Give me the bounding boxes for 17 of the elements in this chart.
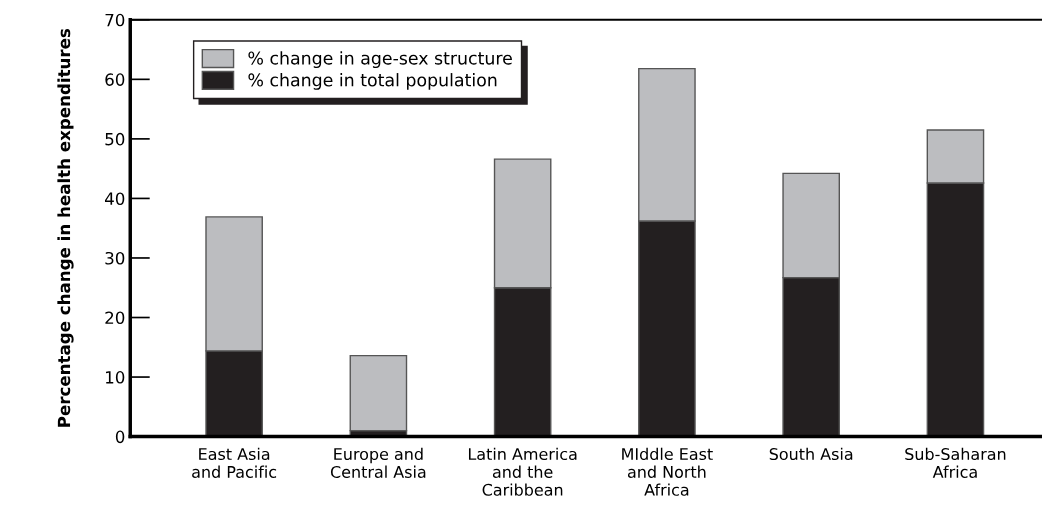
x-tick-label: Europe and Central Asia: [330, 447, 426, 478]
y-tick-label: 50: [105, 132, 125, 146]
y-tick-label: 60: [105, 73, 125, 86]
x-tick-label: South Asia: [769, 447, 853, 461]
y-tick-label: 30: [105, 251, 125, 265]
y-tick-label: 70: [105, 13, 125, 27]
y-tick-label: 10: [106, 371, 125, 384]
legend-label: % change in age-sex structure: [248, 51, 512, 69]
legend-label: % change in total population: [248, 73, 497, 90]
y-axis-title: Percentage change in health expenditures: [57, 28, 74, 427]
x-tick-label: East Asia and Pacific: [192, 447, 277, 478]
y-tick-label: 0: [115, 430, 125, 444]
y-tick-label: 20: [105, 311, 125, 325]
x-tick-label: MIddle East and North Africa: [622, 447, 713, 496]
x-tick-label: Sub-Saharan Africa: [905, 447, 1006, 478]
x-tick-label: Latin America and the Caribbean: [468, 447, 577, 496]
y-tick-label: 40: [105, 192, 125, 205]
